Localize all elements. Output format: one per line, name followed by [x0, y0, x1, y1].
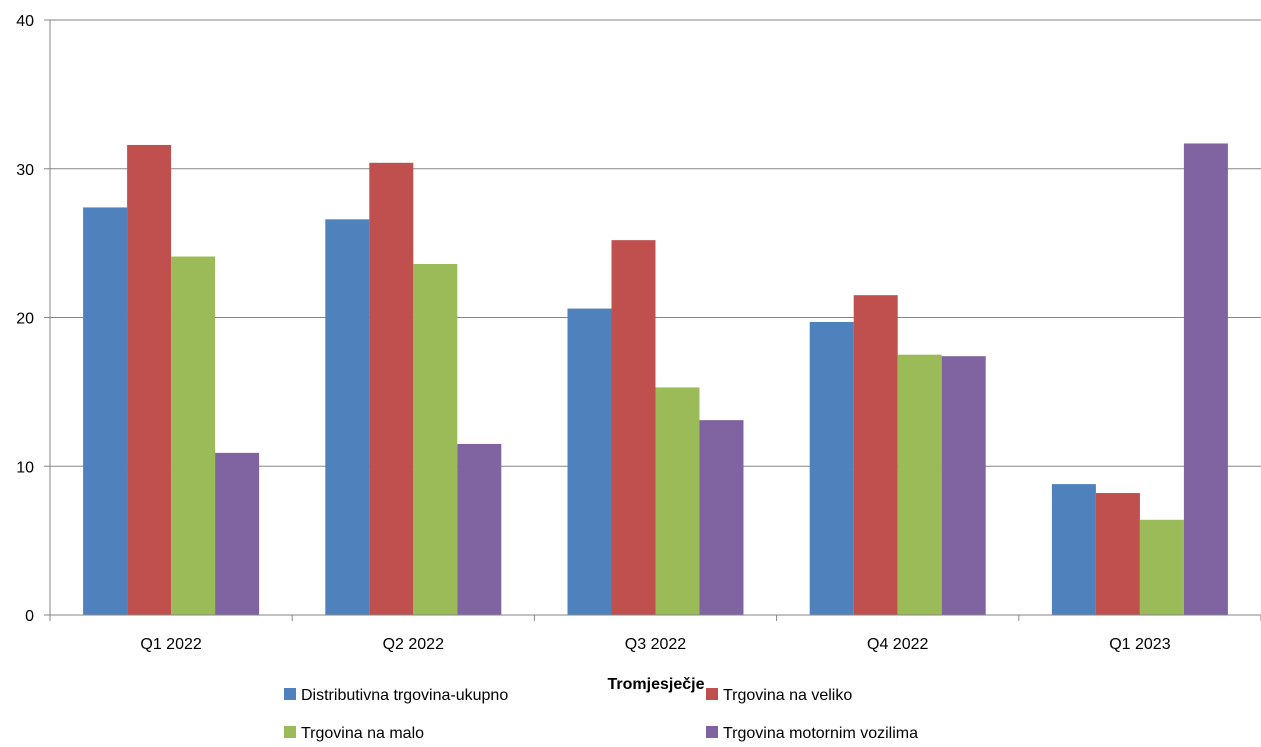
x-tick-label: Q2 2022 [383, 636, 444, 653]
legend: Distributivna trgovina-ukupno Trgovina na… [284, 687, 918, 742]
bar [655, 387, 700, 615]
bar [897, 354, 942, 615]
bar [853, 295, 898, 615]
x-tick-labels: Q1 2022 Q2 2022 Q3 2022 Q4 2022 Q1 2023 [140, 636, 1170, 653]
bar [611, 240, 656, 615]
bar [1095, 493, 1140, 615]
legend-label: Distributivna trgovina-ukupno [301, 687, 508, 704]
legend-swatch [284, 726, 296, 738]
y-tick-label: 20 [16, 311, 34, 328]
bar [369, 162, 414, 616]
bar [215, 452, 260, 615]
bar [1051, 484, 1096, 615]
axes [49, 20, 1261, 621]
legend-swatch [284, 688, 296, 700]
legend-swatch [706, 726, 718, 738]
x-tick-label: Q1 2023 [1109, 636, 1170, 653]
bar [809, 321, 854, 615]
y-tick-label: 10 [16, 459, 34, 476]
bar [127, 144, 172, 615]
y-tick-label: 30 [16, 162, 34, 179]
legend-label: Trgovina motornim vozilima [723, 725, 918, 742]
bar [413, 263, 458, 615]
bars [83, 143, 1228, 616]
bar [1183, 143, 1228, 615]
x-tick-label: Q1 2022 [140, 636, 201, 653]
x-axis-title: Tromjesječje [608, 676, 705, 693]
bar [1139, 519, 1184, 615]
bar [567, 308, 612, 615]
bar [325, 219, 370, 615]
bar [457, 443, 502, 615]
legend-swatch [706, 688, 718, 700]
bar [83, 207, 128, 616]
bar [699, 420, 744, 615]
x-tick-label: Q3 2022 [625, 636, 686, 653]
bar [171, 256, 216, 615]
legend-label: Trgovina na veliko [723, 687, 852, 704]
y-tick-label: 40 [16, 13, 34, 30]
legend-label: Trgovina na malo [301, 725, 424, 742]
bar [941, 356, 986, 615]
x-tick-label: Q4 2022 [867, 636, 928, 653]
y-tick-label: 0 [25, 608, 34, 625]
y-tick-labels: 0 10 20 30 40 [16, 13, 34, 625]
